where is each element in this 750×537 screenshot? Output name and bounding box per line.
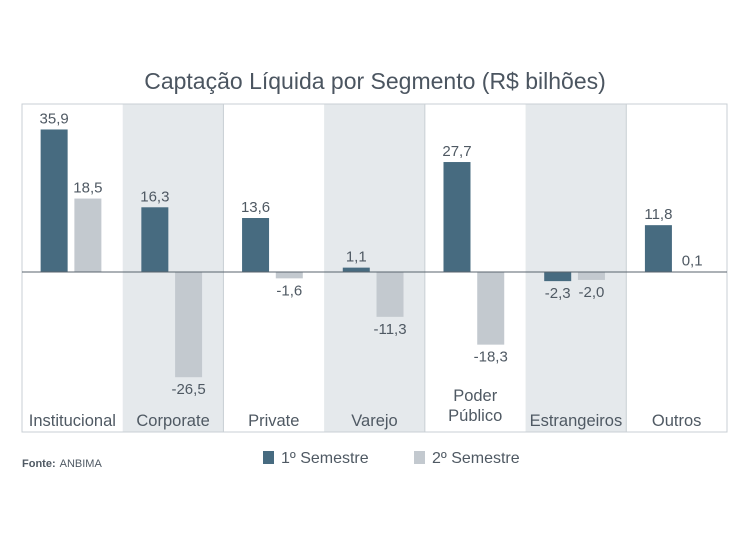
category-label-estrangeiros: Estrangeiros: [530, 412, 623, 430]
category-labels: Institucional Corporate Private Varejo Poder…: [29, 387, 702, 430]
value-label-series-2-institucional: 18,5: [73, 180, 102, 197]
chart-title: Captação Líquida por Segmento (R$ bilhõe…: [144, 68, 606, 94]
bar-series-1-outros: [644, 225, 672, 272]
legend-label-series-2: 2º Semestre: [432, 450, 520, 467]
category-band: [122, 104, 224, 432]
bar-series-2-varejo: [376, 272, 404, 317]
value-label-series-2-corporate: -26,5: [171, 381, 205, 398]
value-label-series-2-poder-publico: -18,3: [474, 349, 508, 366]
value-label-series-2-varejo: -11,3: [373, 321, 406, 338]
bar-series-1-institucional: [40, 129, 68, 272]
value-label-series-1-private: 13,6: [241, 199, 270, 216]
bar-series-2-poder-publico: [477, 272, 505, 345]
category-label-poder-publico: Poder: [453, 387, 498, 405]
value-labels: 35,9 18,5 16,3 -26,5 13,6 -1,6 1,1 -11,3 27,7 -18…: [40, 110, 703, 398]
category-label-private: Private: [248, 412, 299, 430]
legend: 1º Semestre 2º Semestre: [263, 450, 520, 467]
value-label-series-1-varejo: 1,1: [346, 249, 367, 266]
value-label-series-1-estrangeiros: -2,3: [545, 285, 571, 302]
value-label-series-1-institucional: 35,9: [40, 110, 69, 127]
plot-frame: [21, 103, 728, 433]
category-label-corporate: Corporate: [136, 412, 209, 430]
legend-swatch-series-2: [414, 451, 425, 464]
bar-series-1-private: [242, 218, 270, 272]
bar-series-1-poder-publico: [443, 162, 471, 272]
value-label-series-2-private: -1,6: [276, 282, 302, 299]
source-note: Fonte: ANBIMA: [22, 458, 102, 470]
category-band: [525, 104, 627, 432]
category-bands: [122, 104, 627, 432]
category-label-varejo: Varejo: [351, 412, 397, 430]
category-label-institucional: Institucional: [29, 412, 116, 430]
bar-series-2-private: [275, 272, 303, 279]
value-label-series-1-outros: 11,8: [644, 206, 672, 223]
legend-label-series-1: 1º Semestre: [281, 450, 369, 467]
bar-series-1-estrangeiros: [544, 272, 572, 282]
source-text: ANBIMA: [60, 458, 103, 470]
bars: [40, 129, 706, 378]
bar-series-1-varejo: [342, 267, 370, 272]
bar-series-1-corporate: [141, 207, 169, 272]
value-label-series-2-outros: 0,1: [682, 253, 703, 270]
category-band: [324, 104, 425, 432]
source-label: Fonte:: [22, 458, 56, 470]
bar-series-2-institucional: [74, 198, 102, 272]
value-label-series-2-estrangeiros: -2,0: [579, 284, 605, 301]
bar-series-2-estrangeiros: [577, 272, 605, 280]
value-label-series-1-corporate: 16,3: [140, 188, 169, 205]
value-label-series-1-poder-publico: 27,7: [442, 143, 471, 160]
bar-series-2-corporate: [175, 272, 203, 378]
category-label-outros: Outros: [652, 412, 702, 430]
legend-swatch-series-1: [263, 451, 274, 464]
category-label-poder-publico: Público: [448, 407, 502, 425]
